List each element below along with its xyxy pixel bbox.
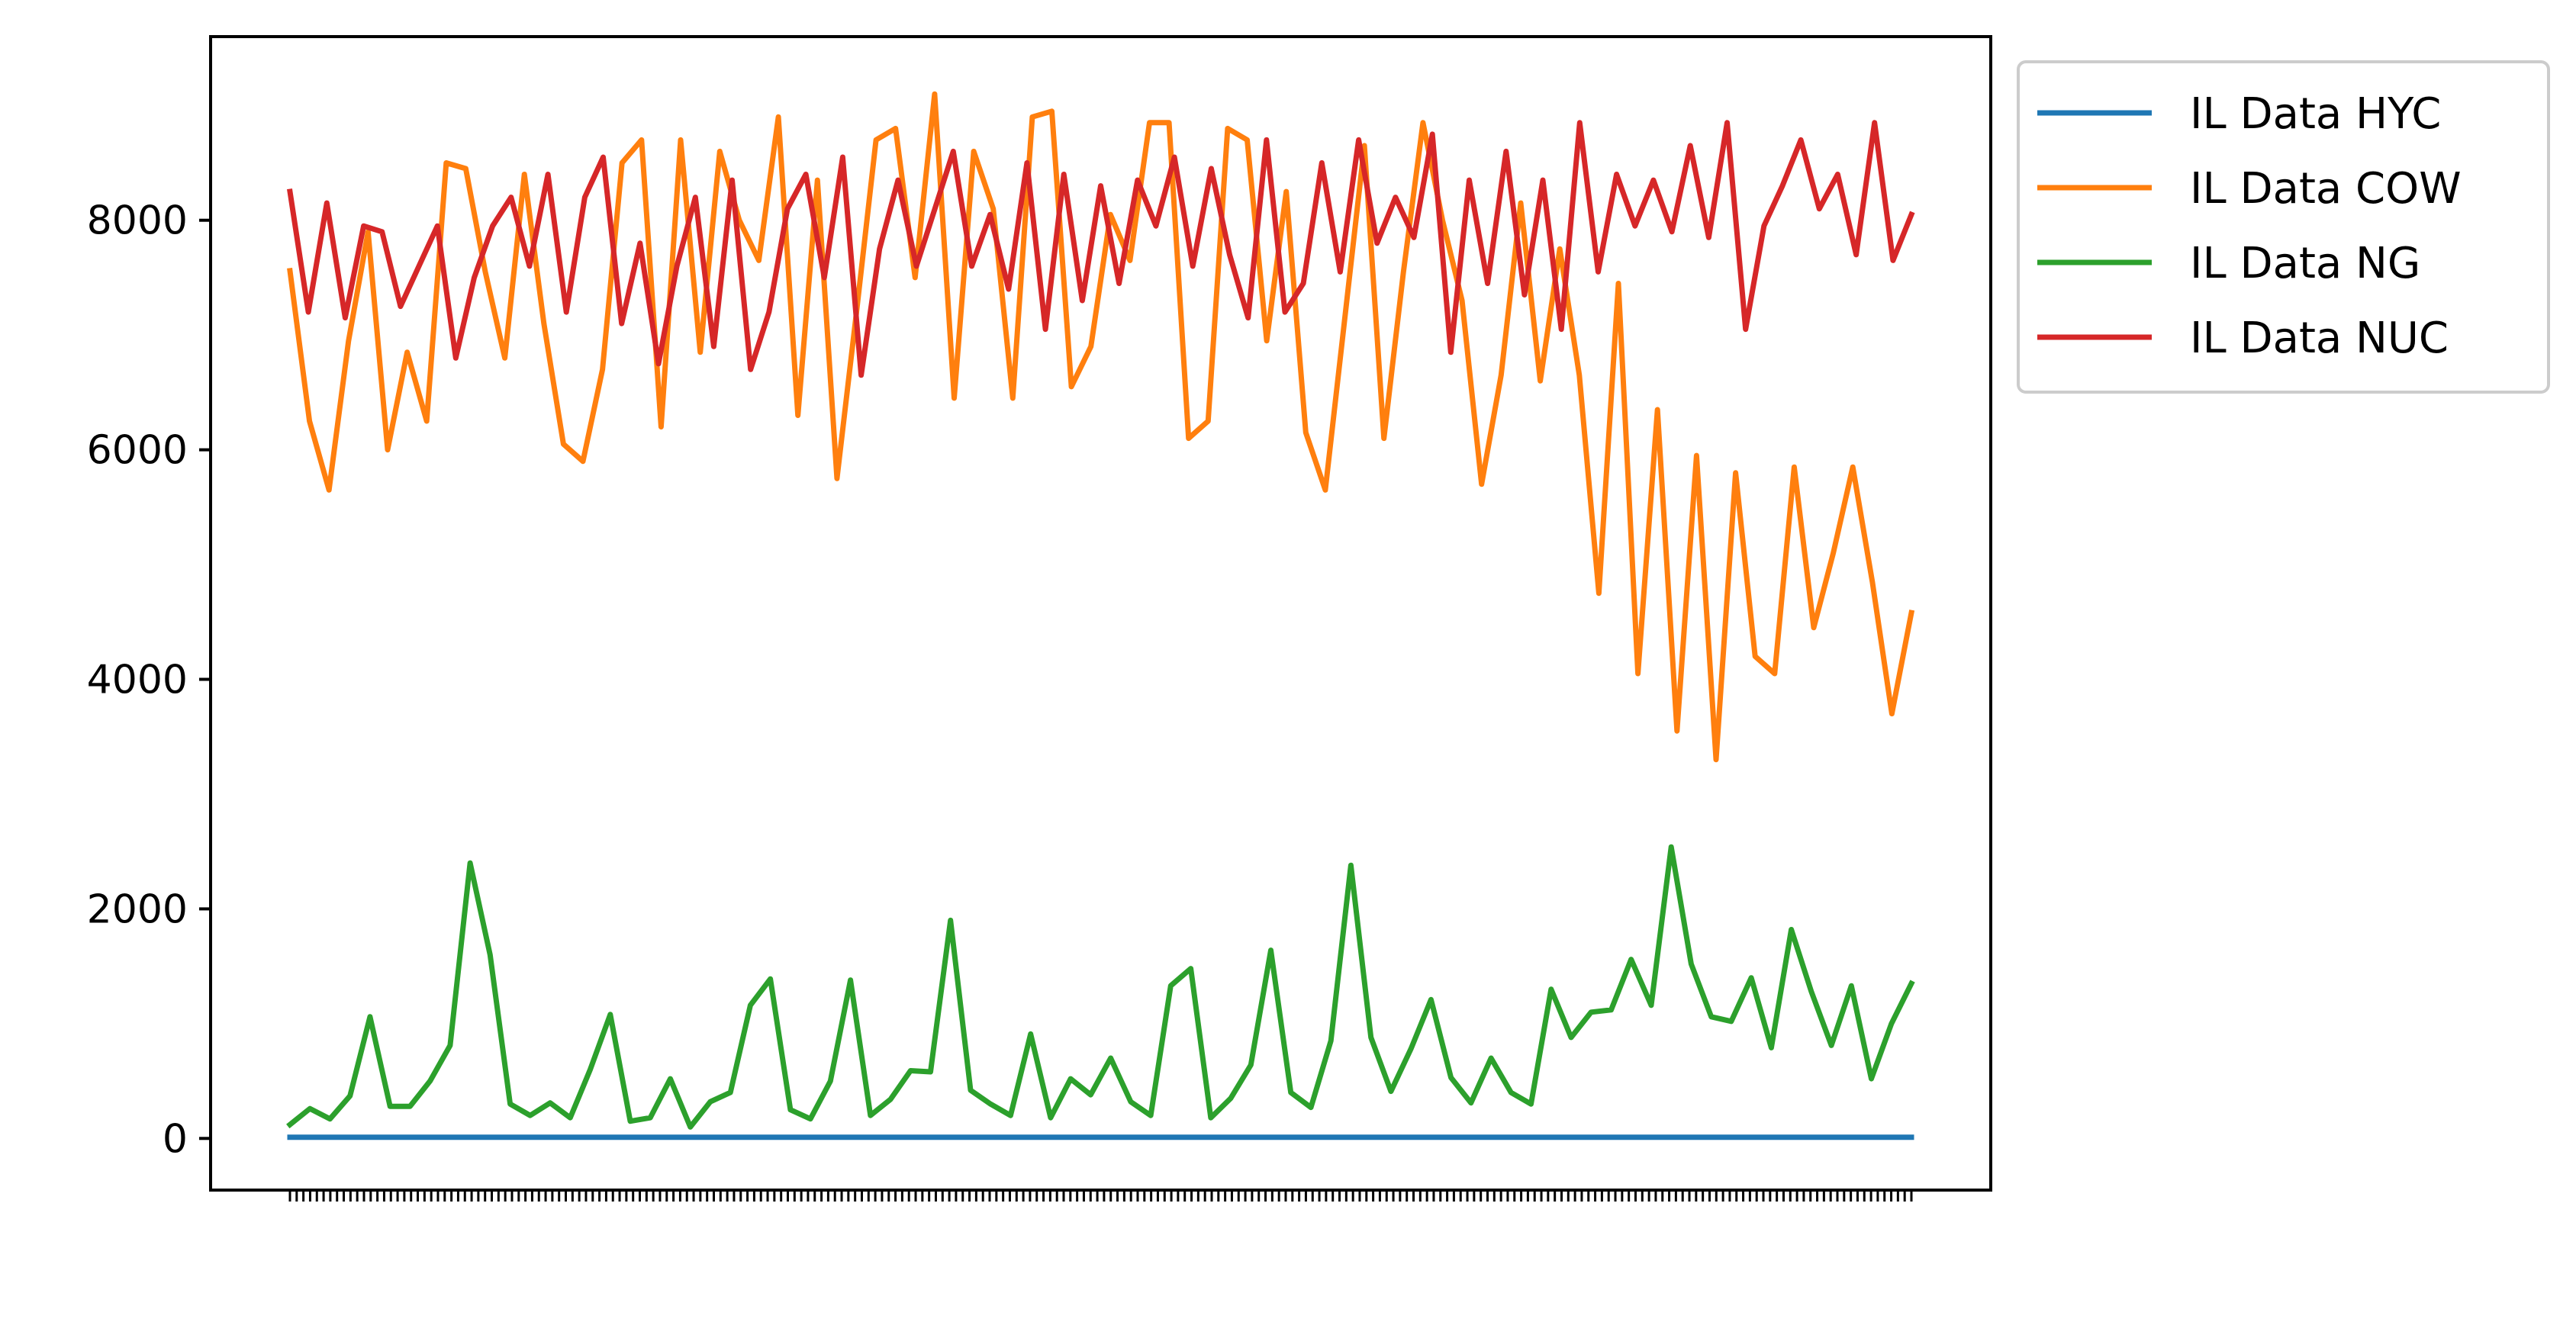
y-tick-label: 6000 [87,428,188,474]
y-tick-label: 8000 [87,198,188,244]
legend-label: IL Data COW [2190,164,2462,214]
legend-label: IL Data HYC [2190,89,2441,139]
y-tick-label: 4000 [87,658,188,703]
legend: IL Data HYC IL Data COW IL Data NG IL Data … [2017,60,2550,394]
y-axis: 0 2000 4000 6000 8000 [87,198,211,1162]
legend-label: IL Data NG [2190,239,2420,288]
legend-box [2017,60,2550,394]
y-tick-label: 0 [163,1116,188,1162]
series-layer [286,91,1915,1140]
x-axis [288,1190,1913,1202]
legend-label: IL Data NUC [2190,314,2449,363]
series-line-3 [287,120,1915,378]
series-line-1 [287,91,1915,763]
y-tick-label: 2000 [87,886,188,932]
series-line-2 [286,844,1915,1130]
plot-frame [209,35,1992,1192]
